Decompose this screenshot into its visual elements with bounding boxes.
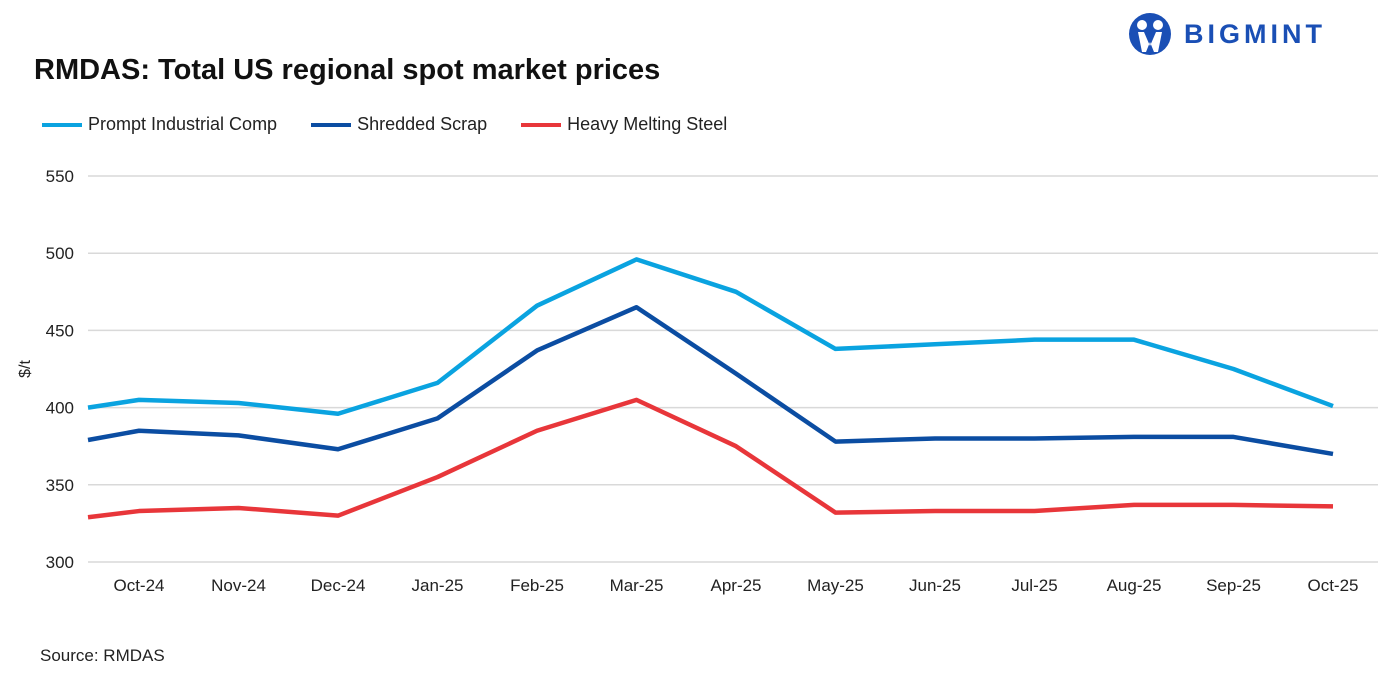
x-tick-label: Jun-25 bbox=[909, 576, 961, 595]
x-tick-label: Sep-25 bbox=[1206, 576, 1261, 595]
brand-name: BIGMINT bbox=[1184, 18, 1326, 49]
y-tick-label: 400 bbox=[46, 399, 74, 418]
y-tick-label: 350 bbox=[46, 476, 74, 495]
x-tick-label: Nov-24 bbox=[211, 576, 266, 595]
legend-item-prompt: Prompt Industrial Comp bbox=[42, 114, 277, 135]
x-tick-label: Jan-25 bbox=[412, 576, 464, 595]
y-axis-label: $/t bbox=[17, 360, 34, 378]
x-tick-label: Aug-25 bbox=[1107, 576, 1162, 595]
legend-swatch bbox=[521, 122, 562, 127]
legend-swatch bbox=[42, 122, 82, 127]
x-tick-label: Jul-25 bbox=[1011, 576, 1057, 595]
legend-item-shredded: Shredded Scrap bbox=[311, 114, 487, 135]
legend: Prompt Industrial Comp Shredded Scrap He… bbox=[42, 114, 727, 135]
legend-label: Prompt Industrial Comp bbox=[88, 114, 278, 134]
x-tick-label: Oct-25 bbox=[1307, 576, 1358, 595]
bigmint-logo: BIGMINT bbox=[1128, 12, 1326, 56]
x-tick-label: Dec-24 bbox=[311, 576, 366, 595]
legend-item-hms: Heavy Melting Steel bbox=[521, 114, 727, 135]
bigmint-logo-icon bbox=[1129, 13, 1171, 55]
series-line-shredded-scrap bbox=[87, 304, 1334, 457]
x-tick-label: Feb-25 bbox=[510, 576, 564, 595]
x-tick-label: May-25 bbox=[807, 576, 864, 595]
y-tick-label: 300 bbox=[46, 553, 74, 572]
source-note: Source: RMDAS bbox=[40, 646, 165, 665]
x-tick-label: Mar-25 bbox=[610, 576, 664, 595]
series-line-heavy-melting-steel bbox=[87, 397, 1334, 520]
y-tick-label: 500 bbox=[46, 244, 74, 263]
legend-swatch bbox=[311, 122, 352, 127]
y-tick-label: 450 bbox=[46, 321, 74, 340]
legend-label: Heavy Melting Steel bbox=[567, 114, 728, 134]
legend-label: Shredded Scrap bbox=[357, 114, 488, 134]
chart-title: RMDAS: Total US regional spot market pri… bbox=[34, 54, 661, 86]
x-tick-label: Apr-25 bbox=[710, 576, 761, 595]
series-line-prompt-industrial-comp bbox=[87, 257, 1334, 417]
y-tick-label: 550 bbox=[46, 167, 74, 186]
x-tick-label: Oct-24 bbox=[113, 576, 164, 595]
